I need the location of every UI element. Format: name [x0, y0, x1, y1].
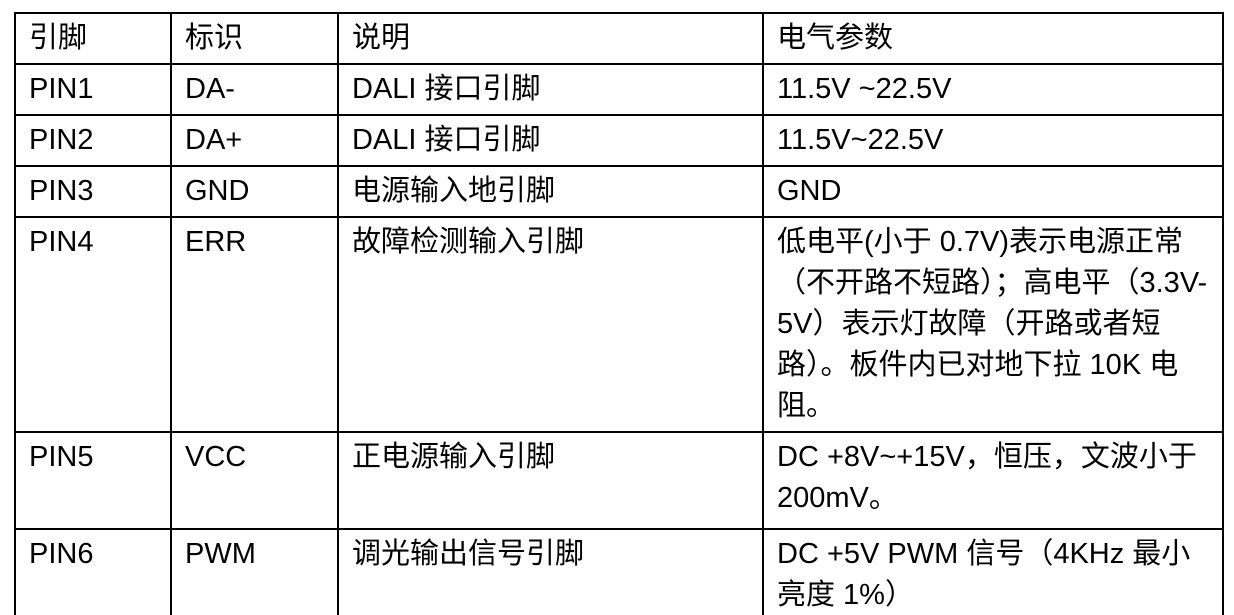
cell-pin: PIN3: [14, 165, 172, 218]
table-row-pin6: PIN6 PWM 调光输出信号引脚 DC +5V PWM 信号（4KHz 最小亮…: [14, 528, 1224, 615]
cell-desc: DALI 接口引脚: [337, 63, 764, 116]
column-header-pin: 引脚: [14, 12, 172, 65]
cell-params: DC +8V~+15V，恒压，文波小于 200mV。: [762, 431, 1224, 530]
cell-pin: PIN6: [14, 528, 172, 615]
cell-label: DA-: [170, 63, 339, 116]
cell-params: 11.5V ~22.5V: [762, 63, 1224, 116]
header-row: 引脚 标识 说明 电气参数: [14, 12, 1224, 65]
cell-label: DA+: [170, 114, 339, 167]
cell-params: 低电平(小于 0.7V)表示电源正常（不开路不短路）；高电平（3.3V-5V）表…: [762, 216, 1224, 433]
cell-desc: 故障检测输入引脚: [337, 216, 764, 433]
cell-pin: PIN4: [14, 216, 172, 433]
table-row-pin4: PIN4 ERR 故障检测输入引脚 低电平(小于 0.7V)表示电源正常（不开路…: [14, 216, 1224, 433]
table-row-pin1: PIN1 DA- DALI 接口引脚 11.5V ~22.5V: [14, 63, 1224, 116]
cell-label: VCC: [170, 431, 339, 530]
cell-desc: 调光输出信号引脚: [337, 528, 764, 615]
cell-params: 11.5V~22.5V: [762, 114, 1224, 167]
cell-params: DC +5V PWM 信号（4KHz 最小亮度 1%）: [762, 528, 1224, 615]
cell-pin: PIN2: [14, 114, 172, 167]
column-header-label: 标识: [170, 12, 339, 65]
table-row-pin3: PIN3 GND 电源输入地引脚 GND: [14, 165, 1224, 218]
cell-label: GND: [170, 165, 339, 218]
pin-definition-table: 引脚 标识 说明 电气参数 PIN1 DA- DALI 接口引脚 11.5V ~…: [14, 12, 1224, 615]
cell-desc: DALI 接口引脚: [337, 114, 764, 167]
table-row-pin2: PIN2 DA+ DALI 接口引脚 11.5V~22.5V: [14, 114, 1224, 167]
column-header-desc: 说明: [337, 12, 764, 65]
cell-pin: PIN1: [14, 63, 172, 116]
cell-label: ERR: [170, 216, 339, 433]
cell-label: PWM: [170, 528, 339, 615]
column-header-params: 电气参数: [762, 12, 1224, 65]
cell-desc: 电源输入地引脚: [337, 165, 764, 218]
cell-params: GND: [762, 165, 1224, 218]
cell-pin: PIN5: [14, 431, 172, 530]
cell-desc: 正电源输入引脚: [337, 431, 764, 530]
table-row-pin5: PIN5 VCC 正电源输入引脚 DC +8V~+15V，恒压，文波小于 200…: [14, 431, 1224, 530]
